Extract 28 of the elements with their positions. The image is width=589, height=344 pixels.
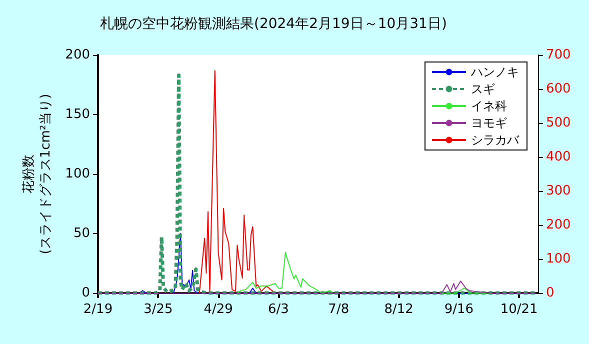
legend-label: ハンノキ xyxy=(470,65,519,79)
y2-tick-label: 100 xyxy=(546,252,571,266)
y-tick-label: 150 xyxy=(65,107,90,122)
y2-tick-label: 300 xyxy=(546,184,571,198)
legend-label: イネ科 xyxy=(471,99,507,113)
y2-tick-label: 400 xyxy=(546,150,571,164)
x-tick-label: 2/19 xyxy=(83,302,113,317)
x-tick-label: 8/12 xyxy=(384,302,414,317)
x-tick-label: 4/29 xyxy=(204,302,233,317)
x-tick-label: 3/25 xyxy=(144,302,173,317)
y2-tick-label: 500 xyxy=(546,116,571,130)
y-axis-title: 花粉数 (スライドグラス1cm²当り) xyxy=(21,94,54,254)
x-tick-label: 10/21 xyxy=(500,302,538,317)
legend-label: ヨモギ xyxy=(471,116,507,130)
legend-label: スギ xyxy=(471,82,495,96)
y2-tick-label: 0 xyxy=(546,286,554,300)
chart-title: 札幌の空中花粉観測結果(2024年2月19日～10月31日) xyxy=(100,16,447,32)
x-tick-label: 6/3 xyxy=(268,302,289,317)
y2-tick-label: 600 xyxy=(546,82,571,96)
y2-tick-label: 700 xyxy=(546,48,571,62)
y2-tick-label: 200 xyxy=(546,218,571,232)
legend-label: シラカバ xyxy=(471,133,520,147)
x-tick-label: 7/8 xyxy=(328,302,350,317)
y-tick-label: 200 xyxy=(65,48,90,62)
y-tick-label: 100 xyxy=(65,166,90,182)
x-tick-label: 9/16 xyxy=(444,302,474,317)
y-tick-label: 50 xyxy=(73,226,90,241)
y-tick-label: 0 xyxy=(82,286,90,300)
